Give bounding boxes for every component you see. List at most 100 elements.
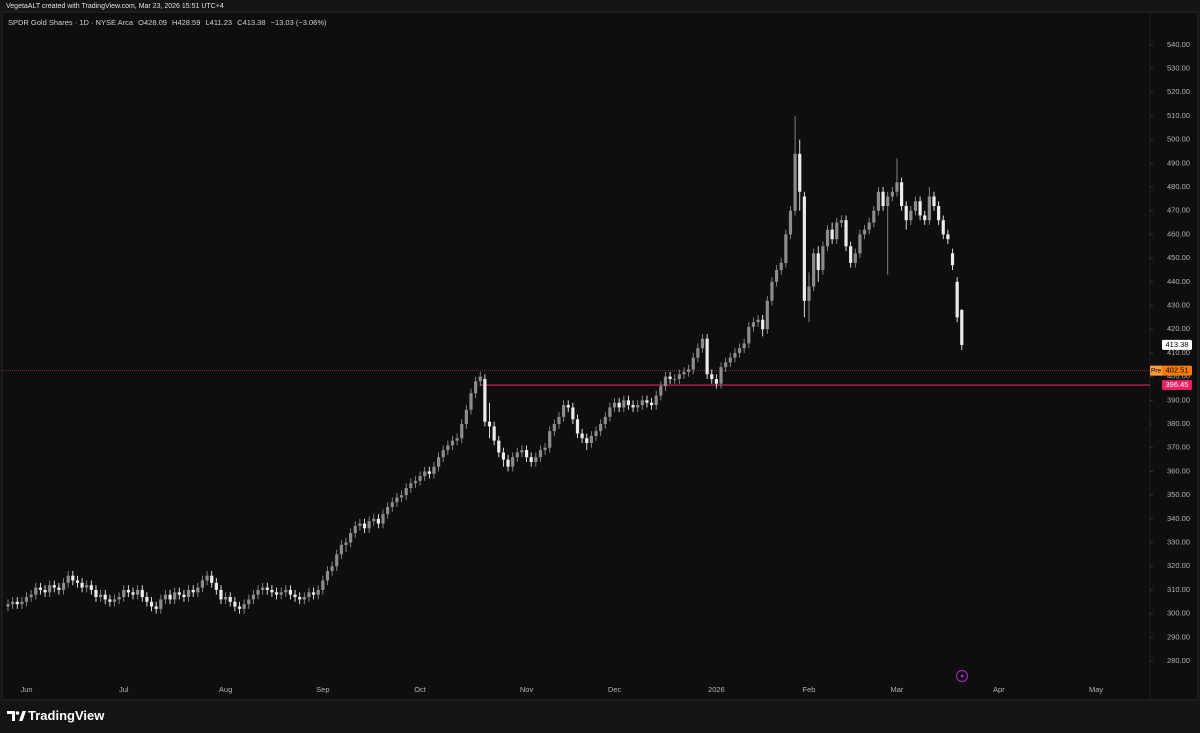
candle-body xyxy=(895,182,899,192)
candle-body xyxy=(548,431,552,448)
candle-body xyxy=(724,362,728,368)
candle-body xyxy=(34,587,38,595)
candle-body xyxy=(270,589,274,593)
candle-body xyxy=(946,234,950,240)
premarket-label: 402.51 xyxy=(1166,366,1189,375)
candle-body xyxy=(575,419,580,434)
candle-body xyxy=(534,457,538,462)
candle-body xyxy=(474,381,478,394)
y-tick-label: 510.00 xyxy=(1167,111,1190,120)
candle-body xyxy=(321,580,325,590)
candle-body xyxy=(52,585,56,588)
candle-body xyxy=(196,587,200,593)
candle-body xyxy=(386,506,390,515)
candle-body xyxy=(233,601,237,607)
candle-body xyxy=(617,402,621,408)
candle-body xyxy=(48,585,52,593)
candle-body xyxy=(719,367,723,384)
candle-body xyxy=(75,580,80,583)
candle-body xyxy=(538,450,543,458)
candle-body xyxy=(168,594,172,600)
candle-body xyxy=(455,438,459,441)
candle-body xyxy=(960,310,964,345)
candle-body xyxy=(15,601,19,605)
candle-body xyxy=(136,589,140,595)
candle-body xyxy=(376,518,380,524)
candle-body xyxy=(191,589,195,593)
candle-body xyxy=(460,424,464,439)
candle-body xyxy=(219,589,223,600)
candle-body xyxy=(89,585,93,590)
candle-body xyxy=(862,229,867,235)
candle-body xyxy=(256,589,260,595)
candle-body xyxy=(242,604,246,609)
candle-body xyxy=(149,601,154,607)
candle-body xyxy=(612,402,617,408)
candle-body xyxy=(511,457,515,467)
candle-body xyxy=(909,210,913,221)
candle-body xyxy=(409,483,413,489)
y-tick-label: 470.00 xyxy=(1167,206,1190,215)
candle-body xyxy=(649,402,654,406)
credit: VegetaALT created with TradingView.com, … xyxy=(6,3,224,10)
candle-body xyxy=(580,433,584,439)
candle-body xyxy=(261,587,265,590)
candle-body xyxy=(478,376,482,382)
candle-body xyxy=(802,196,806,301)
candle-body xyxy=(788,210,793,235)
candle-body xyxy=(659,386,663,396)
candle-body xyxy=(728,357,732,363)
last-price-label: 413.38 xyxy=(1166,340,1189,349)
candle-body xyxy=(441,450,445,458)
candle-body xyxy=(733,352,737,358)
candle-body xyxy=(950,253,955,266)
candle-body xyxy=(793,153,797,211)
candle-body xyxy=(918,201,922,216)
y-tick-label: 450.00 xyxy=(1167,253,1190,262)
candle-body xyxy=(224,597,228,600)
candle-body xyxy=(765,300,769,330)
candle-body xyxy=(80,582,84,588)
x-tick-label: Oct xyxy=(414,685,427,694)
x-tick-label: Aug xyxy=(219,685,232,694)
candle-body xyxy=(399,495,404,498)
x-tick-label: Apr xyxy=(993,685,1005,694)
y-tick-label: 520.00 xyxy=(1167,87,1190,96)
candle-body xyxy=(844,220,848,247)
legend: SPDR Gold Shares · 1D · NYSE Arca O428.0… xyxy=(8,18,327,27)
candle-body xyxy=(566,405,570,408)
y-tick-label: 290.00 xyxy=(1167,632,1190,641)
candle-body xyxy=(589,435,593,443)
candle-body xyxy=(700,338,705,349)
candle-body xyxy=(446,445,450,451)
candle-body xyxy=(344,542,348,545)
legend-o-value: 428.09 xyxy=(144,18,167,27)
candle-body xyxy=(751,322,756,327)
candle-body xyxy=(941,220,945,235)
candle-body xyxy=(311,592,316,595)
candle-body xyxy=(835,222,839,240)
candle-body xyxy=(6,604,10,607)
candle-body xyxy=(631,405,635,408)
candle-body xyxy=(362,523,367,529)
candle-body xyxy=(103,594,107,600)
candle-body xyxy=(492,426,496,441)
candle-body xyxy=(594,431,598,436)
candle-body xyxy=(654,395,658,406)
candle-body xyxy=(886,196,890,206)
candle-body xyxy=(214,582,218,590)
y-tick-label: 320.00 xyxy=(1167,561,1190,570)
candle-body xyxy=(807,286,811,301)
x-tick-label: Nov xyxy=(520,685,534,694)
candle-body xyxy=(349,533,353,543)
candle-body xyxy=(182,594,186,598)
candle-body xyxy=(747,326,751,344)
candle-body xyxy=(663,376,668,387)
candle-body xyxy=(450,440,455,446)
candle-body xyxy=(159,599,163,609)
candle-body xyxy=(756,319,760,323)
symbol: SPDR Gold Shares · 1D · NYSE Arca xyxy=(8,18,134,27)
candle-body xyxy=(335,554,339,567)
candle-body xyxy=(99,594,103,598)
candle-body xyxy=(812,253,816,287)
